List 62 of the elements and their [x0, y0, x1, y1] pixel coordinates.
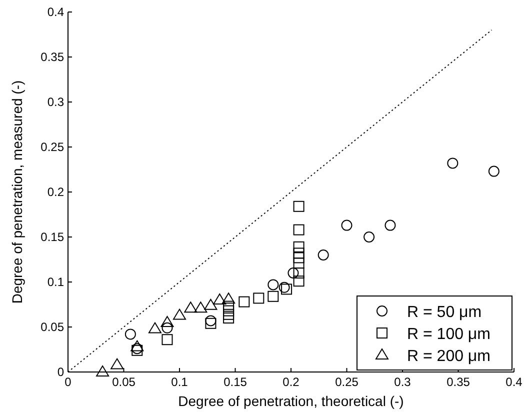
y-axis-title: Degree of penetration, measured (-) [9, 80, 25, 304]
x-tick-label: 0.25 [335, 375, 359, 389]
point [148, 322, 162, 334]
x-tick-label: 0.2 [282, 375, 300, 389]
point [253, 292, 264, 304]
point [205, 315, 216, 326]
y-tick-label: 0.05 [40, 320, 64, 334]
point [341, 220, 352, 231]
x-tick-label: 0.3 [394, 375, 412, 389]
point [130, 340, 144, 352]
point [268, 279, 279, 290]
point [293, 258, 304, 269]
point [488, 166, 500, 177]
point [238, 296, 250, 308]
point [268, 290, 279, 302]
legend-label: R = 50 μm [407, 304, 482, 321]
point [278, 282, 290, 293]
y-tick-label: 0.3 [47, 95, 64, 109]
point [384, 220, 396, 231]
legend-label: R = 200 μm [407, 348, 490, 365]
point [204, 298, 218, 310]
y-tick-label: 0.35 [40, 50, 64, 64]
y-tick-label: 0 [57, 365, 64, 379]
point [184, 302, 198, 313]
y-tick-label: 0.2 [47, 185, 64, 199]
point [364, 232, 375, 242]
point [205, 318, 216, 329]
x-tick-label: 0.4 [506, 375, 523, 389]
legend-label: R = 100 μm [407, 326, 490, 343]
point [160, 316, 174, 327]
y-tick-label: 0.15 [40, 230, 64, 244]
point [288, 268, 299, 278]
point [213, 294, 226, 304]
point [293, 276, 304, 287]
y-tick-label: 0.4 [47, 5, 64, 19]
point [223, 312, 234, 324]
point [293, 241, 304, 252]
point [293, 224, 304, 236]
x-tick-label: 0.35 [446, 375, 470, 389]
point [293, 252, 304, 264]
point [223, 300, 234, 312]
point [318, 250, 329, 260]
x-axis-title: Degree of penetration, theoretical (-) [178, 393, 404, 409]
x-tick-label: 0.1 [171, 375, 188, 389]
point [281, 284, 292, 295]
point [162, 322, 173, 334]
point [447, 158, 458, 169]
point [194, 302, 208, 313]
x-tick-label: 0.05 [112, 375, 136, 389]
point [293, 200, 304, 212]
point [96, 366, 110, 376]
point [173, 308, 186, 320]
point [222, 292, 236, 304]
point [223, 305, 234, 316]
x-tick-label: 0.15 [224, 375, 248, 389]
point [162, 334, 173, 346]
y-tick-label: 0.1 [47, 275, 64, 289]
y-tick-label: 0.25 [40, 140, 64, 154]
point [110, 358, 124, 370]
point [124, 328, 136, 340]
point [293, 268, 304, 278]
point [223, 308, 234, 320]
